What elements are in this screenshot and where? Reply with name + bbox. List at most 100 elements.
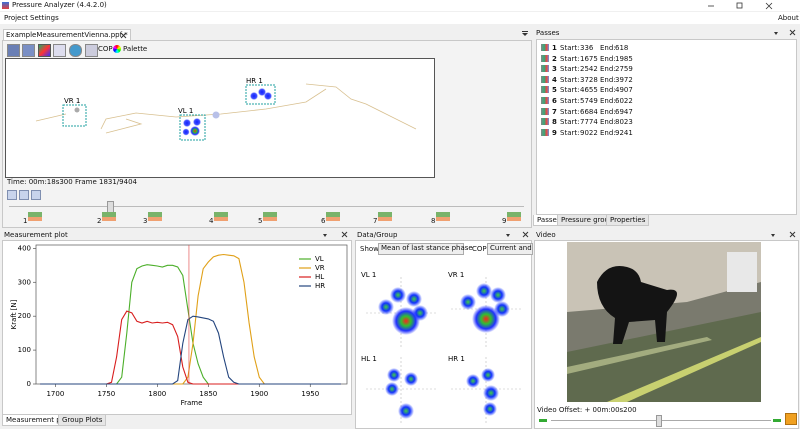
- tab[interactable]: Group Plots: [58, 415, 107, 426]
- pass-row[interactable]: 1 Start: 336 End: 618: [537, 43, 792, 53]
- pass-number: 3: [143, 217, 148, 225]
- cop-dropdown[interactable]: Current and p: [487, 243, 533, 255]
- pass-number: 6: [321, 217, 326, 225]
- menu-bar: Project Settings About: [0, 12, 800, 24]
- pass-start: 1675: [580, 54, 598, 63]
- pass-start: 2542: [580, 65, 598, 74]
- pass-id: 6: [552, 97, 557, 105]
- pass-number: 4: [209, 217, 214, 225]
- pass-row[interactable]: 5 Start: 4655 End: 4907: [537, 85, 792, 95]
- pass-marker-bottom: [436, 217, 450, 221]
- cop-icon[interactable]: [85, 44, 98, 57]
- close-icon[interactable]: [120, 32, 127, 39]
- slider-left-icon[interactable]: [539, 419, 547, 422]
- tab-label: ExampleMeasurementVienna.ppf *: [6, 31, 128, 39]
- cop-label: COP:: [472, 245, 489, 253]
- panel-title: Video: [536, 231, 556, 239]
- pass-marker-bottom: [263, 217, 277, 221]
- pass-end: 6022: [615, 97, 633, 105]
- pass-icon: [541, 86, 549, 94]
- pass-marker-top: [507, 212, 521, 217]
- pass-row[interactable]: 9 Start: 9022 End: 9241: [537, 128, 792, 138]
- play-button[interactable]: [19, 190, 29, 200]
- tool-button[interactable]: [38, 44, 51, 57]
- pass-row[interactable]: 2 Start: 1675 End: 1985: [537, 54, 792, 64]
- dropdown-icon[interactable]: [521, 30, 529, 38]
- pass-start: 5749: [580, 97, 598, 105]
- menu-item[interactable]: About: [778, 14, 799, 22]
- pass-number: 8: [431, 217, 436, 225]
- cop-label[interactable]: COP: [98, 45, 113, 53]
- pass-row[interactable]: 7 Start: 6684 End: 6947: [537, 107, 792, 117]
- panel-controls[interactable]: [773, 29, 797, 37]
- rewind-button[interactable]: [7, 190, 17, 200]
- pass-marker-bottom: [214, 217, 228, 221]
- palette-label[interactable]: Palette: [123, 45, 148, 53]
- pass-start: 7774: [580, 118, 598, 127]
- panel-title: Measurement plot: [4, 231, 68, 239]
- pass-id: 2: [552, 54, 557, 63]
- start-label: Start:: [560, 65, 580, 74]
- panel-controls[interactable]: [505, 231, 531, 239]
- pass-marker-bottom: [102, 217, 116, 221]
- quadrant-label: VL 1: [361, 271, 376, 279]
- start-label: Start:: [560, 75, 580, 84]
- footprint-label: VL 1: [178, 107, 193, 115]
- pass-marker-top: [436, 212, 450, 217]
- end-label: End:: [600, 44, 616, 52]
- data-group-body: Show: Mean of last stance phase COP: Cur…: [355, 240, 533, 429]
- video-slider-thumb[interactable]: [656, 415, 662, 427]
- pass-id: 8: [552, 118, 557, 127]
- pass-icon: [541, 107, 549, 115]
- start-label: Start:: [560, 97, 580, 105]
- passes-panel: Passes 1 Start: 336 End: 618 2 Start: 1675 End: 1…: [533, 28, 799, 228]
- slider-right-icon[interactable]: [773, 419, 781, 422]
- menu-item[interactable]: Project: [4, 14, 28, 22]
- pass-start: 6684: [580, 107, 598, 116]
- pass-row[interactable]: 8 Start: 7774 End: 8023: [537, 117, 792, 127]
- start-label: Start:: [560, 86, 580, 95]
- pass-icon: [541, 65, 549, 73]
- tab[interactable]: Properties: [606, 215, 650, 226]
- palette-icon[interactable]: [113, 45, 121, 53]
- legend-label: HR: [315, 282, 325, 290]
- tool-button[interactable]: [22, 44, 35, 57]
- measurement-chart: 0 100 200 300 400 1700 1750 1800 1850 1900 1950 Fra…: [10, 244, 348, 407]
- pass-icon: [541, 118, 549, 126]
- pass-marker-top: [214, 212, 228, 217]
- panel-controls[interactable]: [322, 231, 350, 239]
- quadrant-label: HL 1: [361, 355, 377, 363]
- pass-id: 5: [552, 86, 557, 95]
- tool-button[interactable]: [69, 44, 82, 57]
- pass-id: 3: [552, 65, 557, 74]
- menu-item[interactable]: Settings: [30, 14, 59, 22]
- document-tab[interactable]: ExampleMeasurementVienna.ppf *: [3, 29, 131, 41]
- pass-marker-top: [148, 212, 162, 217]
- show-dropdown[interactable]: Mean of last stance phase: [378, 243, 473, 255]
- y-tick-label: 300: [18, 278, 31, 286]
- lock-button[interactable]: [785, 413, 797, 425]
- pass-marker-top: [102, 212, 116, 217]
- pass-row[interactable]: 4 Start: 3728 End: 3972: [537, 75, 792, 85]
- pass-row[interactable]: 6 Start: 5749 End: 6022: [537, 96, 792, 106]
- video-panel: Video Video Offset: + 00m:00s200: [534, 230, 799, 429]
- x-axis-label: Frame: [181, 399, 203, 407]
- forward-button[interactable]: [31, 190, 41, 200]
- window-controls[interactable]: [700, 0, 800, 11]
- frame: Frame 1831/9404: [74, 178, 137, 186]
- video-frame: [567, 242, 761, 402]
- pass-row[interactable]: 3 Start: 2542 End: 2759: [537, 64, 792, 74]
- pass-icon: [541, 75, 549, 83]
- pass-start: 336: [580, 44, 594, 52]
- walkway-canvas: VR 1 VL 1 HR 1: [5, 58, 435, 178]
- app-icon: [2, 2, 9, 9]
- end-label: End:: [600, 86, 616, 95]
- panel-controls[interactable]: [770, 231, 798, 239]
- quadrant-label: HR 1: [448, 355, 465, 363]
- tool-button[interactable]: [53, 44, 66, 57]
- legend-label: VR: [315, 264, 325, 272]
- pass-number: 2: [97, 217, 102, 225]
- start-label: Start:: [560, 54, 580, 63]
- tool-button[interactable]: [7, 44, 20, 57]
- y-axis-label: Kraft [N]: [10, 299, 18, 329]
